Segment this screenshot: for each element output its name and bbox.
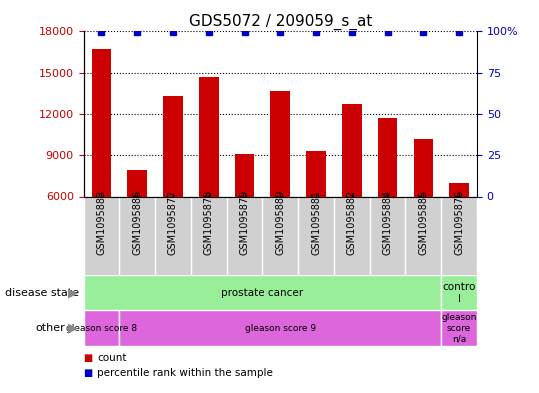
Bar <box>441 310 477 346</box>
Bar <box>199 77 219 196</box>
Bar <box>127 171 147 196</box>
Text: gleason score 9: gleason score 9 <box>245 324 316 332</box>
Bar <box>84 310 119 346</box>
Bar <box>450 183 469 196</box>
Bar <box>441 275 477 310</box>
Bar <box>306 151 326 196</box>
Bar <box>92 49 111 196</box>
Bar <box>342 104 362 196</box>
Text: ▶: ▶ <box>68 286 78 299</box>
Text: count: count <box>97 353 127 363</box>
Text: ■: ■ <box>84 368 93 378</box>
Text: contro
l: contro l <box>443 282 476 303</box>
Bar <box>163 96 183 196</box>
Text: prostate cancer: prostate cancer <box>222 288 303 298</box>
Bar <box>119 310 441 346</box>
Text: ▶: ▶ <box>68 321 78 335</box>
Text: percentile rank within the sample: percentile rank within the sample <box>97 368 273 378</box>
Bar <box>271 90 290 196</box>
Bar <box>413 139 433 196</box>
Text: other: other <box>35 323 65 333</box>
Bar <box>378 118 397 196</box>
Text: ■: ■ <box>84 353 93 363</box>
Text: gleason
score
n/a: gleason score n/a <box>441 313 477 343</box>
Bar <box>234 154 254 196</box>
Title: GDS5072 / 209059_s_at: GDS5072 / 209059_s_at <box>189 14 372 30</box>
Text: disease state: disease state <box>5 288 80 298</box>
Text: gleason score 8: gleason score 8 <box>66 324 137 332</box>
